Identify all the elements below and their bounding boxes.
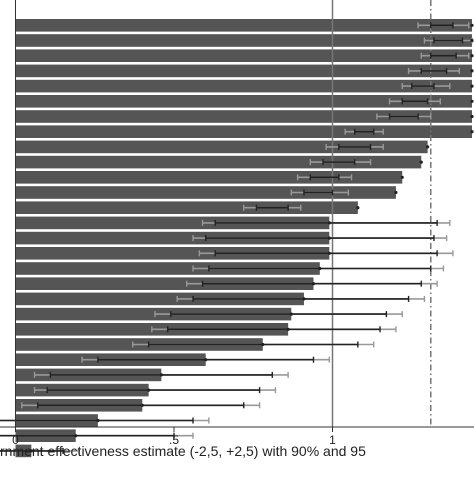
bar bbox=[15, 262, 320, 275]
bar bbox=[15, 155, 422, 169]
point-estimate bbox=[470, 130, 474, 134]
point-estimate bbox=[400, 175, 404, 179]
point-estimate bbox=[302, 297, 306, 301]
error-bars-layer bbox=[0, 22, 474, 454]
point-estimate bbox=[289, 312, 293, 316]
point-estimate bbox=[419, 160, 423, 164]
bar bbox=[15, 277, 314, 290]
point-estimate bbox=[356, 206, 360, 210]
point-estimate bbox=[261, 342, 265, 347]
bar bbox=[15, 140, 428, 154]
bar bbox=[15, 125, 472, 138]
point-estimate bbox=[470, 114, 474, 119]
bar bbox=[15, 201, 358, 214]
point-estimate bbox=[426, 145, 430, 149]
point-estimate bbox=[470, 84, 474, 88]
point-estimate bbox=[470, 69, 474, 73]
point-estimate bbox=[470, 54, 474, 58]
point-estimate bbox=[327, 251, 331, 255]
point-estimate bbox=[286, 327, 290, 331]
x-axis-label: rnment effectiveness estimate (-2,5, +2,… bbox=[0, 443, 366, 459]
point-estimate bbox=[159, 373, 163, 377]
bar bbox=[15, 64, 472, 78]
x-axis: 0.5 1 bbox=[0, 0, 474, 447]
point-estimate bbox=[318, 266, 322, 271]
bar bbox=[15, 110, 472, 123]
x-tick-label: 0 bbox=[12, 433, 19, 447]
point-estimate bbox=[204, 358, 208, 362]
x-tick-label: 1 bbox=[329, 433, 336, 447]
bar bbox=[15, 95, 472, 108]
bar bbox=[15, 231, 330, 245]
bar bbox=[15, 292, 304, 306]
point-estimate bbox=[470, 23, 474, 27]
bar bbox=[15, 49, 472, 62]
point-estimate bbox=[470, 99, 474, 103]
point-estimate bbox=[311, 282, 316, 286]
bar bbox=[15, 216, 330, 230]
bars-layer bbox=[15, 19, 472, 458]
point-estimate bbox=[96, 418, 100, 423]
bar bbox=[15, 307, 292, 321]
x-tick-label: .5 bbox=[169, 433, 179, 447]
bar bbox=[15, 171, 403, 184]
bar bbox=[15, 247, 330, 260]
point-estimate bbox=[140, 403, 144, 407]
bar bbox=[15, 186, 396, 199]
point-estimate bbox=[29, 449, 33, 453]
point-estimate bbox=[327, 236, 331, 240]
bar bbox=[15, 19, 472, 32]
point-estimate bbox=[327, 221, 331, 225]
point-estimate bbox=[394, 190, 398, 195]
bar bbox=[15, 79, 472, 93]
point-estimate bbox=[470, 38, 474, 43]
bar bbox=[15, 34, 472, 47]
point-estimate bbox=[74, 434, 78, 438]
point-estimate bbox=[147, 388, 151, 392]
